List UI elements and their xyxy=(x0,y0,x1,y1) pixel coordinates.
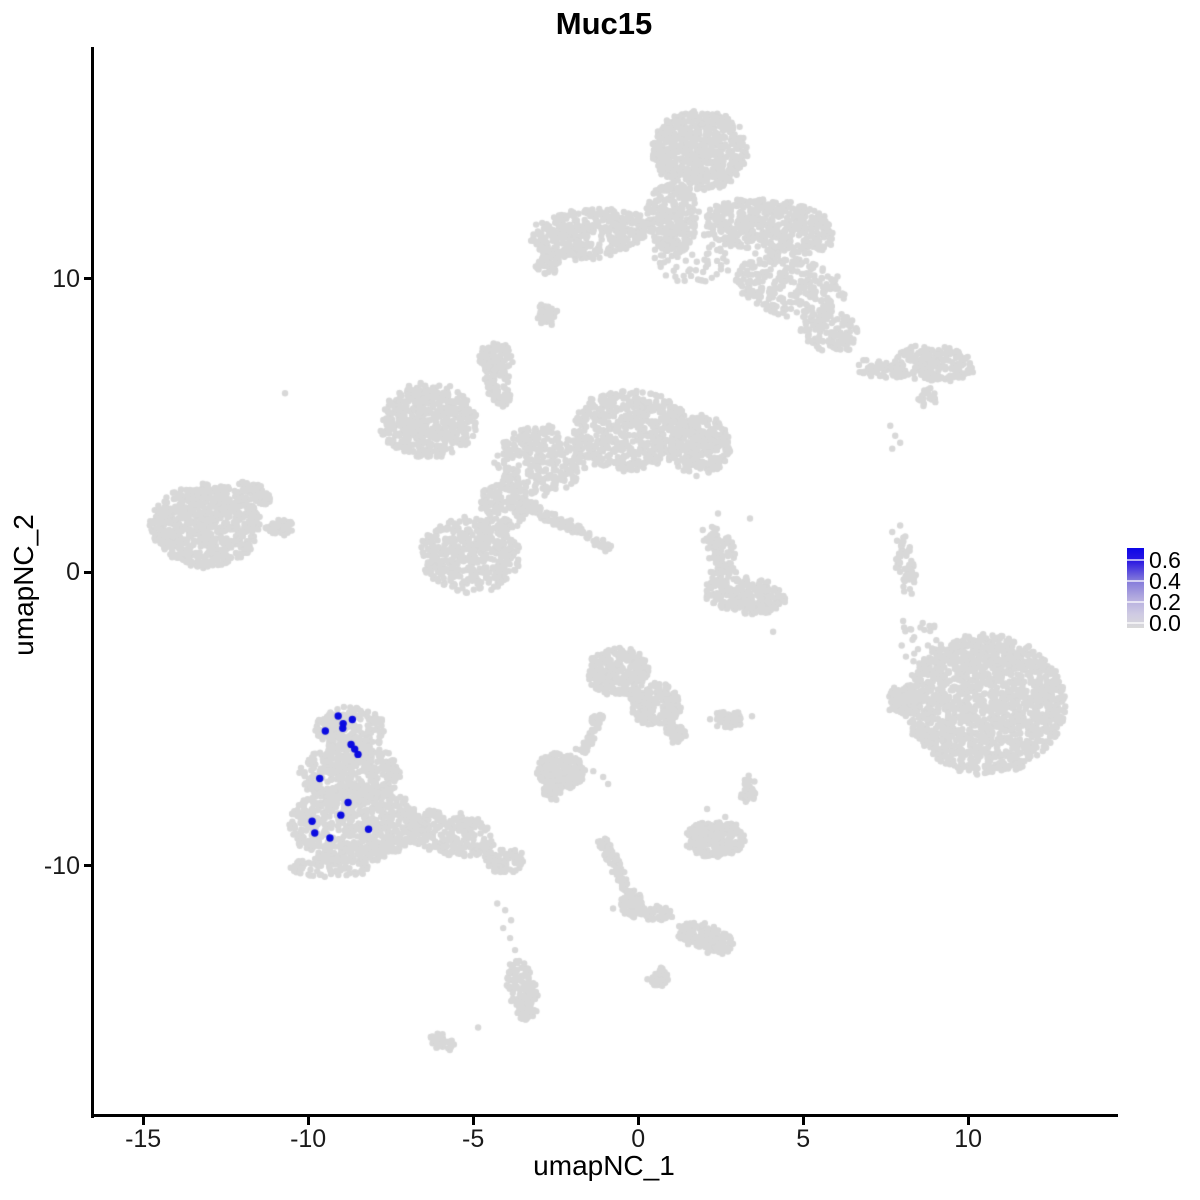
x-tick xyxy=(141,1117,145,1125)
x-axis-label: umapNC_1 xyxy=(533,1150,675,1181)
x-tick xyxy=(306,1117,310,1125)
y-axis-label: umapNC_2 xyxy=(8,514,39,656)
x-tick-label: -15 xyxy=(125,1125,162,1153)
x-tick xyxy=(801,1117,805,1125)
x-tick-label: 5 xyxy=(796,1125,811,1153)
x-tick-label: -10 xyxy=(290,1125,327,1153)
colorbar-legend: 0.6 0.4 0.2 0.0 xyxy=(1122,540,1198,640)
y-tick xyxy=(84,864,92,868)
x-tick xyxy=(966,1117,970,1125)
x-tick-label: 10 xyxy=(954,1125,983,1153)
y-axis-line xyxy=(91,47,94,1118)
colorbar-tick xyxy=(1127,559,1144,562)
colorbar-gradient xyxy=(1127,548,1144,628)
y-tick-label: 0 xyxy=(66,558,80,587)
y-tick xyxy=(84,277,92,281)
x-tick xyxy=(636,1117,640,1125)
plot-title: Muc15 xyxy=(555,6,653,41)
colorbar-label: 0.6 xyxy=(1149,547,1181,574)
colorbar-label: 0.2 xyxy=(1149,589,1181,616)
x-axis-line xyxy=(91,1114,1118,1117)
x-tick-label: -5 xyxy=(462,1125,485,1153)
colorbar-label: 0.0 xyxy=(1149,609,1181,636)
colorbar-tick xyxy=(1127,580,1144,583)
y-tick-label: 10 xyxy=(52,264,80,293)
colorbar-tick xyxy=(1127,621,1144,624)
colorbar-tick xyxy=(1127,601,1144,604)
y-tick xyxy=(84,570,92,574)
x-tick-label: 0 xyxy=(631,1125,646,1153)
x-tick xyxy=(471,1117,475,1125)
y-tick-label: -10 xyxy=(43,851,80,880)
colorbar-label: 0.4 xyxy=(1149,568,1181,595)
